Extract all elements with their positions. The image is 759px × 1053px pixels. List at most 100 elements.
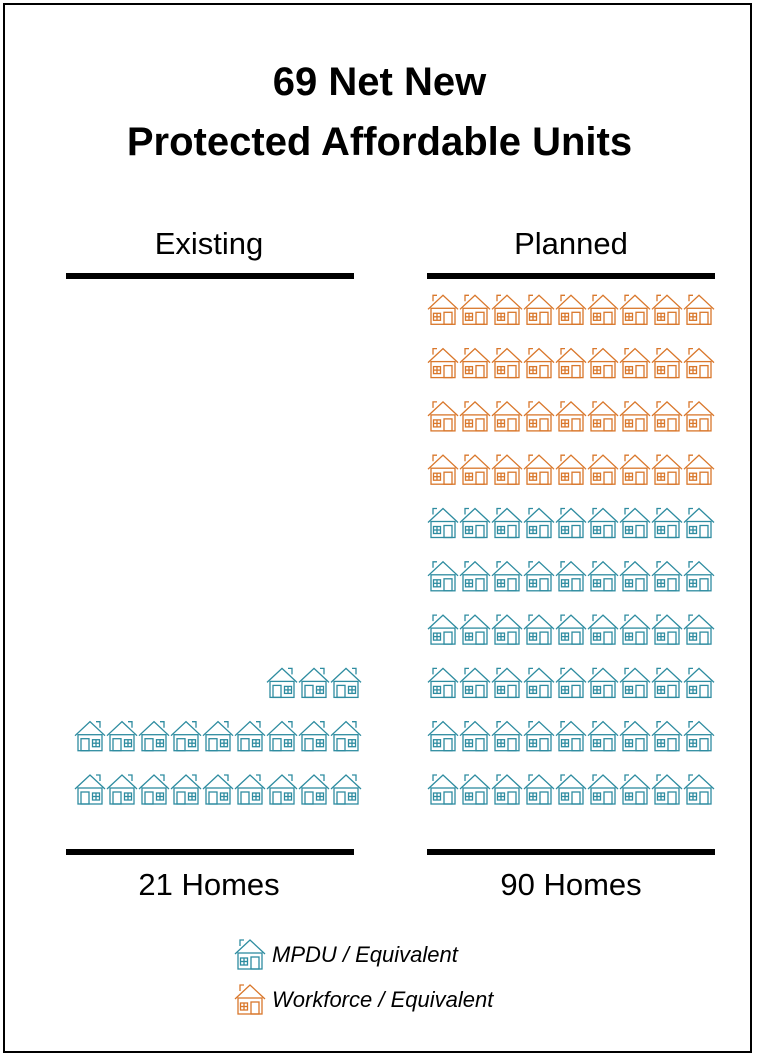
mpdu-house-icon	[330, 774, 362, 805]
mpdu-house-icon	[523, 614, 555, 645]
mpdu-house-icon	[427, 774, 459, 805]
mpdu-house-icon	[651, 507, 683, 539]
mpdu-house-icon	[266, 667, 298, 699]
mpdu-house-icon	[683, 507, 715, 539]
column-header-planned: Planned	[514, 226, 628, 261]
mpdu-house-icon	[683, 560, 715, 592]
column-header-existing: Existing	[154, 226, 264, 261]
workforce-house-icon	[587, 401, 619, 432]
mpdu-house-icon	[491, 774, 523, 805]
workforce-house-icon	[427, 294, 459, 325]
existing-bottom-rule	[66, 849, 354, 855]
mpdu-house-icon	[491, 560, 523, 592]
workforce-house-icon	[523, 401, 555, 432]
planned-bottom-rule	[427, 849, 715, 855]
mpdu-house-icon	[619, 560, 651, 592]
workforce-house-icon	[651, 294, 683, 325]
mpdu-house-icon	[427, 560, 459, 592]
workforce-house-icon	[683, 294, 715, 325]
mpdu-house-icon	[74, 720, 106, 752]
mpdu-house-icon	[298, 667, 330, 699]
workforce-house-icon	[523, 294, 555, 325]
mpdu-house-icon	[619, 614, 651, 645]
workforce-house-icon	[491, 454, 523, 485]
mpdu-house-icon	[587, 720, 619, 752]
mpdu-house-icon	[683, 720, 715, 752]
mpdu-house-icon	[459, 507, 491, 539]
mpdu-house-icon	[491, 614, 523, 645]
workforce-house-icon	[651, 454, 683, 485]
mpdu-house-icon	[202, 720, 234, 752]
mpdu-house-icon	[427, 507, 459, 539]
workforce-house-icon	[459, 294, 491, 325]
workforce-house-icon	[491, 294, 523, 325]
workforce-house-icon	[459, 347, 491, 379]
mpdu-house-icon	[138, 774, 170, 805]
workforce-house-icon	[619, 294, 651, 325]
mpdu-house-icon	[459, 774, 491, 805]
mpdu-house-icon	[555, 507, 587, 539]
workforce-house-icon	[555, 401, 587, 432]
mpdu-house-icon	[619, 774, 651, 805]
workforce-house-icon	[683, 401, 715, 432]
workforce-house-icon	[619, 401, 651, 432]
mpdu-house-icon	[683, 774, 715, 805]
mpdu-house-icon	[555, 774, 587, 805]
mpdu-house-icon	[651, 614, 683, 645]
workforce-house-icon	[459, 401, 491, 432]
mpdu-house-icon	[459, 667, 491, 699]
mpdu-house-icon	[74, 774, 106, 805]
workforce-house-icon	[683, 347, 715, 379]
workforce-house-icon	[523, 454, 555, 485]
planned-total-label: 90 Homes	[500, 867, 642, 902]
workforce-house-icon	[587, 294, 619, 325]
mpdu-house-icon	[170, 720, 202, 752]
mpdu-house-icon	[491, 720, 523, 752]
workforce-house-icon	[587, 347, 619, 379]
mpdu-house-icon	[587, 667, 619, 699]
legend-item-workforce: Workforce / Equivalent	[234, 983, 493, 1017]
mpdu-house-icon	[619, 667, 651, 699]
mpdu-house-icon	[106, 774, 138, 805]
mpdu-house-icon	[555, 560, 587, 592]
mpdu-house-icon	[427, 614, 459, 645]
legend-label-mpdu: MPDU / Equivalent	[272, 942, 458, 967]
mpdu-house-icon	[651, 774, 683, 805]
chart-title-line-2: Protected Affordable Units	[126, 120, 633, 164]
workforce-house-icon	[651, 347, 683, 379]
workforce-house-icon	[555, 294, 587, 325]
mpdu-house-icon	[170, 774, 202, 805]
existing-top-rule	[66, 273, 354, 279]
legend-item-mpdu: MPDU / Equivalent	[234, 938, 458, 972]
mpdu-house-icon	[587, 507, 619, 539]
mpdu-house-icon	[266, 774, 298, 805]
planned-top-rule	[427, 273, 715, 279]
mpdu-house-icon	[106, 720, 138, 752]
chart-title-line-1: 69 Net New	[272, 60, 487, 104]
workforce-house-icon	[491, 347, 523, 379]
mpdu-house-icon	[330, 667, 362, 699]
mpdu-house-icon	[427, 667, 459, 699]
mpdu-house-icon	[266, 720, 298, 752]
mpdu-house-icon	[202, 774, 234, 805]
workforce-house-icon	[555, 454, 587, 485]
mpdu-house-icon	[234, 720, 266, 752]
workforce-house-icon	[491, 401, 523, 432]
workforce-house-icon	[651, 401, 683, 432]
mpdu-house-icon	[491, 507, 523, 539]
legend-label-workforce: Workforce / Equivalent	[272, 987, 494, 1012]
mpdu-house-icon	[138, 720, 170, 752]
existing-total-label: 21 Homes	[138, 867, 280, 902]
workforce-house-icon	[619, 454, 651, 485]
mpdu-house-icon	[651, 560, 683, 592]
mpdu-house-icon	[651, 720, 683, 752]
mpdu-house-icon	[555, 720, 587, 752]
workforce-house-icon	[619, 347, 651, 379]
workforce-house-icon	[427, 401, 459, 432]
mpdu-house-icon	[587, 614, 619, 645]
mpdu-house-icon	[555, 667, 587, 699]
mpdu-house-icon	[587, 560, 619, 592]
mpdu-house-icon	[459, 720, 491, 752]
mpdu-house-icon	[491, 667, 523, 699]
